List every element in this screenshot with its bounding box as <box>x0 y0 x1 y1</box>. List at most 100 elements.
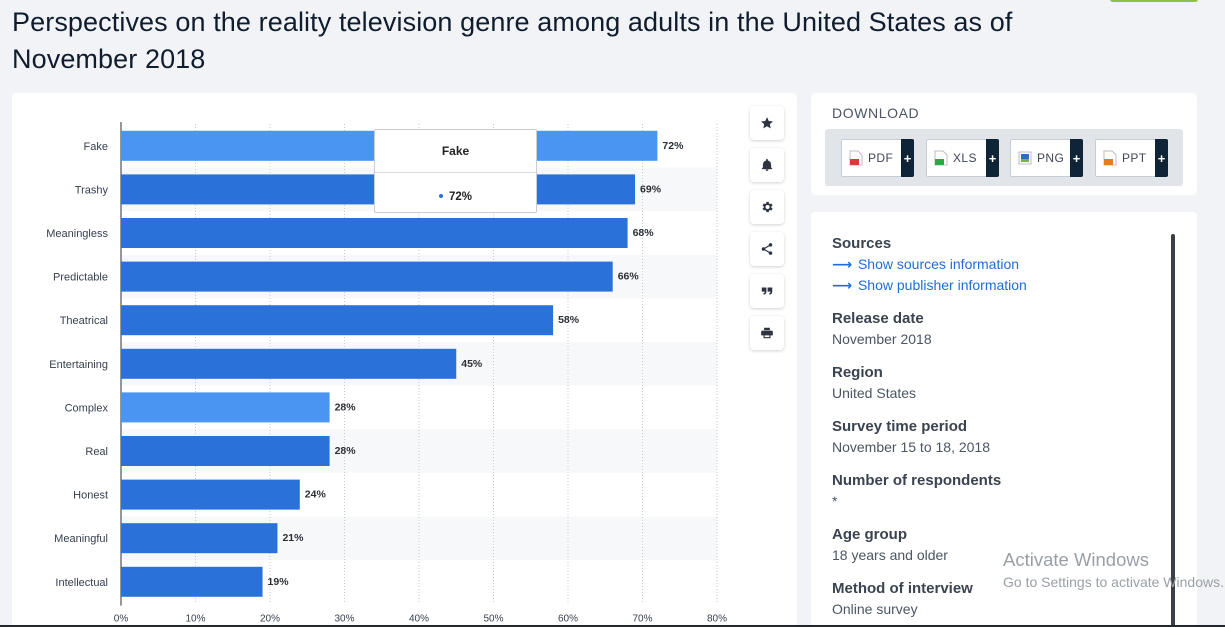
plus-icon: + <box>986 139 999 177</box>
plus-icon: + <box>901 139 914 177</box>
category-label: Trashy <box>75 184 109 196</box>
x-tick-label: 40% <box>409 614 429 625</box>
gear-icon <box>762 201 773 213</box>
download-png-label: PNG <box>1037 151 1065 165</box>
value-label: 58% <box>558 314 580 326</box>
value-label: 69% <box>640 183 662 195</box>
download-png-button[interactable]: PNG + <box>1010 139 1083 177</box>
category-label: Intellectual <box>55 577 108 589</box>
x-tick-label: 20% <box>260 614 280 625</box>
x-tick-label: 50% <box>483 614 503 625</box>
print-button[interactable] <box>750 316 784 350</box>
chart-tooltip: Fake 72% <box>374 129 537 213</box>
chart-card: Fake 72% Trashy 69% Meaningless 68% Predictabl… <box>12 93 797 627</box>
respondents-value: * <box>832 493 838 509</box>
sources-heading: Sources <box>832 235 892 252</box>
settings-button[interactable] <box>750 190 784 224</box>
watermark-line1: Activate Windows <box>1003 549 1149 570</box>
download-xls-label: XLS <box>953 151 977 165</box>
bar-complex <box>121 392 330 423</box>
download-card: DOWNLOAD PDF + XLS + PNG + PPT + <box>811 93 1197 195</box>
x-tick-label: 0% <box>114 614 129 625</box>
print-icon <box>761 327 773 339</box>
pdf-file-icon <box>849 150 863 166</box>
category-label: Fake <box>84 141 108 153</box>
bell-icon <box>761 158 773 171</box>
download-pdf-label: PDF <box>868 151 894 165</box>
star-icon <box>761 117 773 129</box>
cite-button[interactable] <box>750 274 784 308</box>
download-title: DOWNLOAD <box>832 105 920 121</box>
bar-meaningless <box>121 218 628 248</box>
value-label: 19% <box>268 576 290 588</box>
info-card: Sources ⟶ Show sources information ⟶ Sho… <box>811 212 1197 627</box>
bar-chart: Fake 72% Trashy 69% Meaningless 68% Predictabl… <box>46 122 727 625</box>
show-sources-label: Show sources information <box>857 256 1020 272</box>
download-xls-button[interactable]: XLS + <box>926 139 999 177</box>
x-tick-label: 80% <box>707 614 727 625</box>
quote-icon <box>761 287 773 295</box>
age-group-value: 18 years and older <box>832 547 948 563</box>
age-group-heading: Age group <box>832 526 907 543</box>
download-ppt-button[interactable]: PPT + <box>1095 139 1168 177</box>
x-tick-label: 70% <box>632 614 652 625</box>
bar-theatrical <box>121 305 554 336</box>
value-label: 28% <box>335 445 357 457</box>
bar-honest <box>121 479 300 510</box>
info-body: Sources ⟶ Show sources information ⟶ Sho… <box>832 234 1152 627</box>
bar-entertaining <box>121 348 457 379</box>
survey-period-value: November 15 to 18, 2018 <box>832 439 990 455</box>
bar-predictable <box>121 261 613 292</box>
value-label: 28% <box>335 401 357 413</box>
survey-period-heading: Survey time period <box>832 418 968 435</box>
share-icon <box>761 243 773 255</box>
x-tick-label: 10% <box>185 614 205 625</box>
tooltip-value-row: 72% <box>375 173 536 213</box>
download-ppt-label: PPT <box>1122 151 1147 165</box>
release-date-heading: Release date <box>832 310 924 327</box>
show-sources-link[interactable]: ⟶ Show sources information <box>832 254 1152 275</box>
bar-real <box>121 436 330 466</box>
category-label: Entertaining <box>49 359 108 371</box>
info-scrollbar[interactable] <box>1171 234 1175 627</box>
top-badge[interactable] <box>1110 0 1198 2</box>
plus-icon: + <box>1155 139 1168 177</box>
png-file-icon <box>1018 151 1032 165</box>
tooltip-value: 72% <box>448 191 473 203</box>
page-title: Perspectives on the reality television g… <box>12 7 1013 74</box>
value-label: 45% <box>461 358 483 370</box>
plus-icon: + <box>1070 139 1083 177</box>
value-label: 66% <box>618 271 640 283</box>
category-label: Theatrical <box>60 315 108 327</box>
show-publisher-label: Show publisher information <box>857 277 1027 293</box>
value-label: 72% <box>662 140 684 152</box>
value-label: 68% <box>633 227 655 239</box>
share-button[interactable] <box>750 232 784 266</box>
favorite-button[interactable] <box>750 106 784 140</box>
xls-file-icon <box>934 150 948 166</box>
value-label: 24% <box>305 489 327 501</box>
watermark-line2: Go to Settings to activate Windows. <box>1003 574 1224 590</box>
arrow-right-icon: ⟶ <box>832 256 853 272</box>
bar-meaningful <box>121 523 278 554</box>
category-label: Meaningful <box>54 533 108 545</box>
category-label: Predictable <box>53 272 108 284</box>
show-publisher-link[interactable]: ⟶ Show publisher information <box>832 275 1152 296</box>
category-label: Honest <box>73 490 108 502</box>
region-value: United States <box>832 385 917 401</box>
arrow-right-icon: ⟶ <box>832 277 853 293</box>
interview-method-value: Online survey <box>832 601 918 617</box>
region-heading: Region <box>832 364 883 381</box>
bottom-edge <box>0 625 1225 627</box>
release-date-value: November 2018 <box>832 331 932 347</box>
series-dot-icon <box>438 193 443 198</box>
download-pdf-button[interactable]: PDF + <box>841 139 914 177</box>
x-tick-label: 30% <box>334 614 354 625</box>
x-tick-label: 60% <box>558 614 578 625</box>
ppt-file-icon <box>1103 150 1117 166</box>
value-label: 21% <box>282 532 304 544</box>
respondents-heading: Number of respondents <box>832 472 1002 489</box>
category-label: Real <box>85 446 108 458</box>
category-label: Complex <box>65 402 109 414</box>
notification-button[interactable] <box>750 148 784 182</box>
